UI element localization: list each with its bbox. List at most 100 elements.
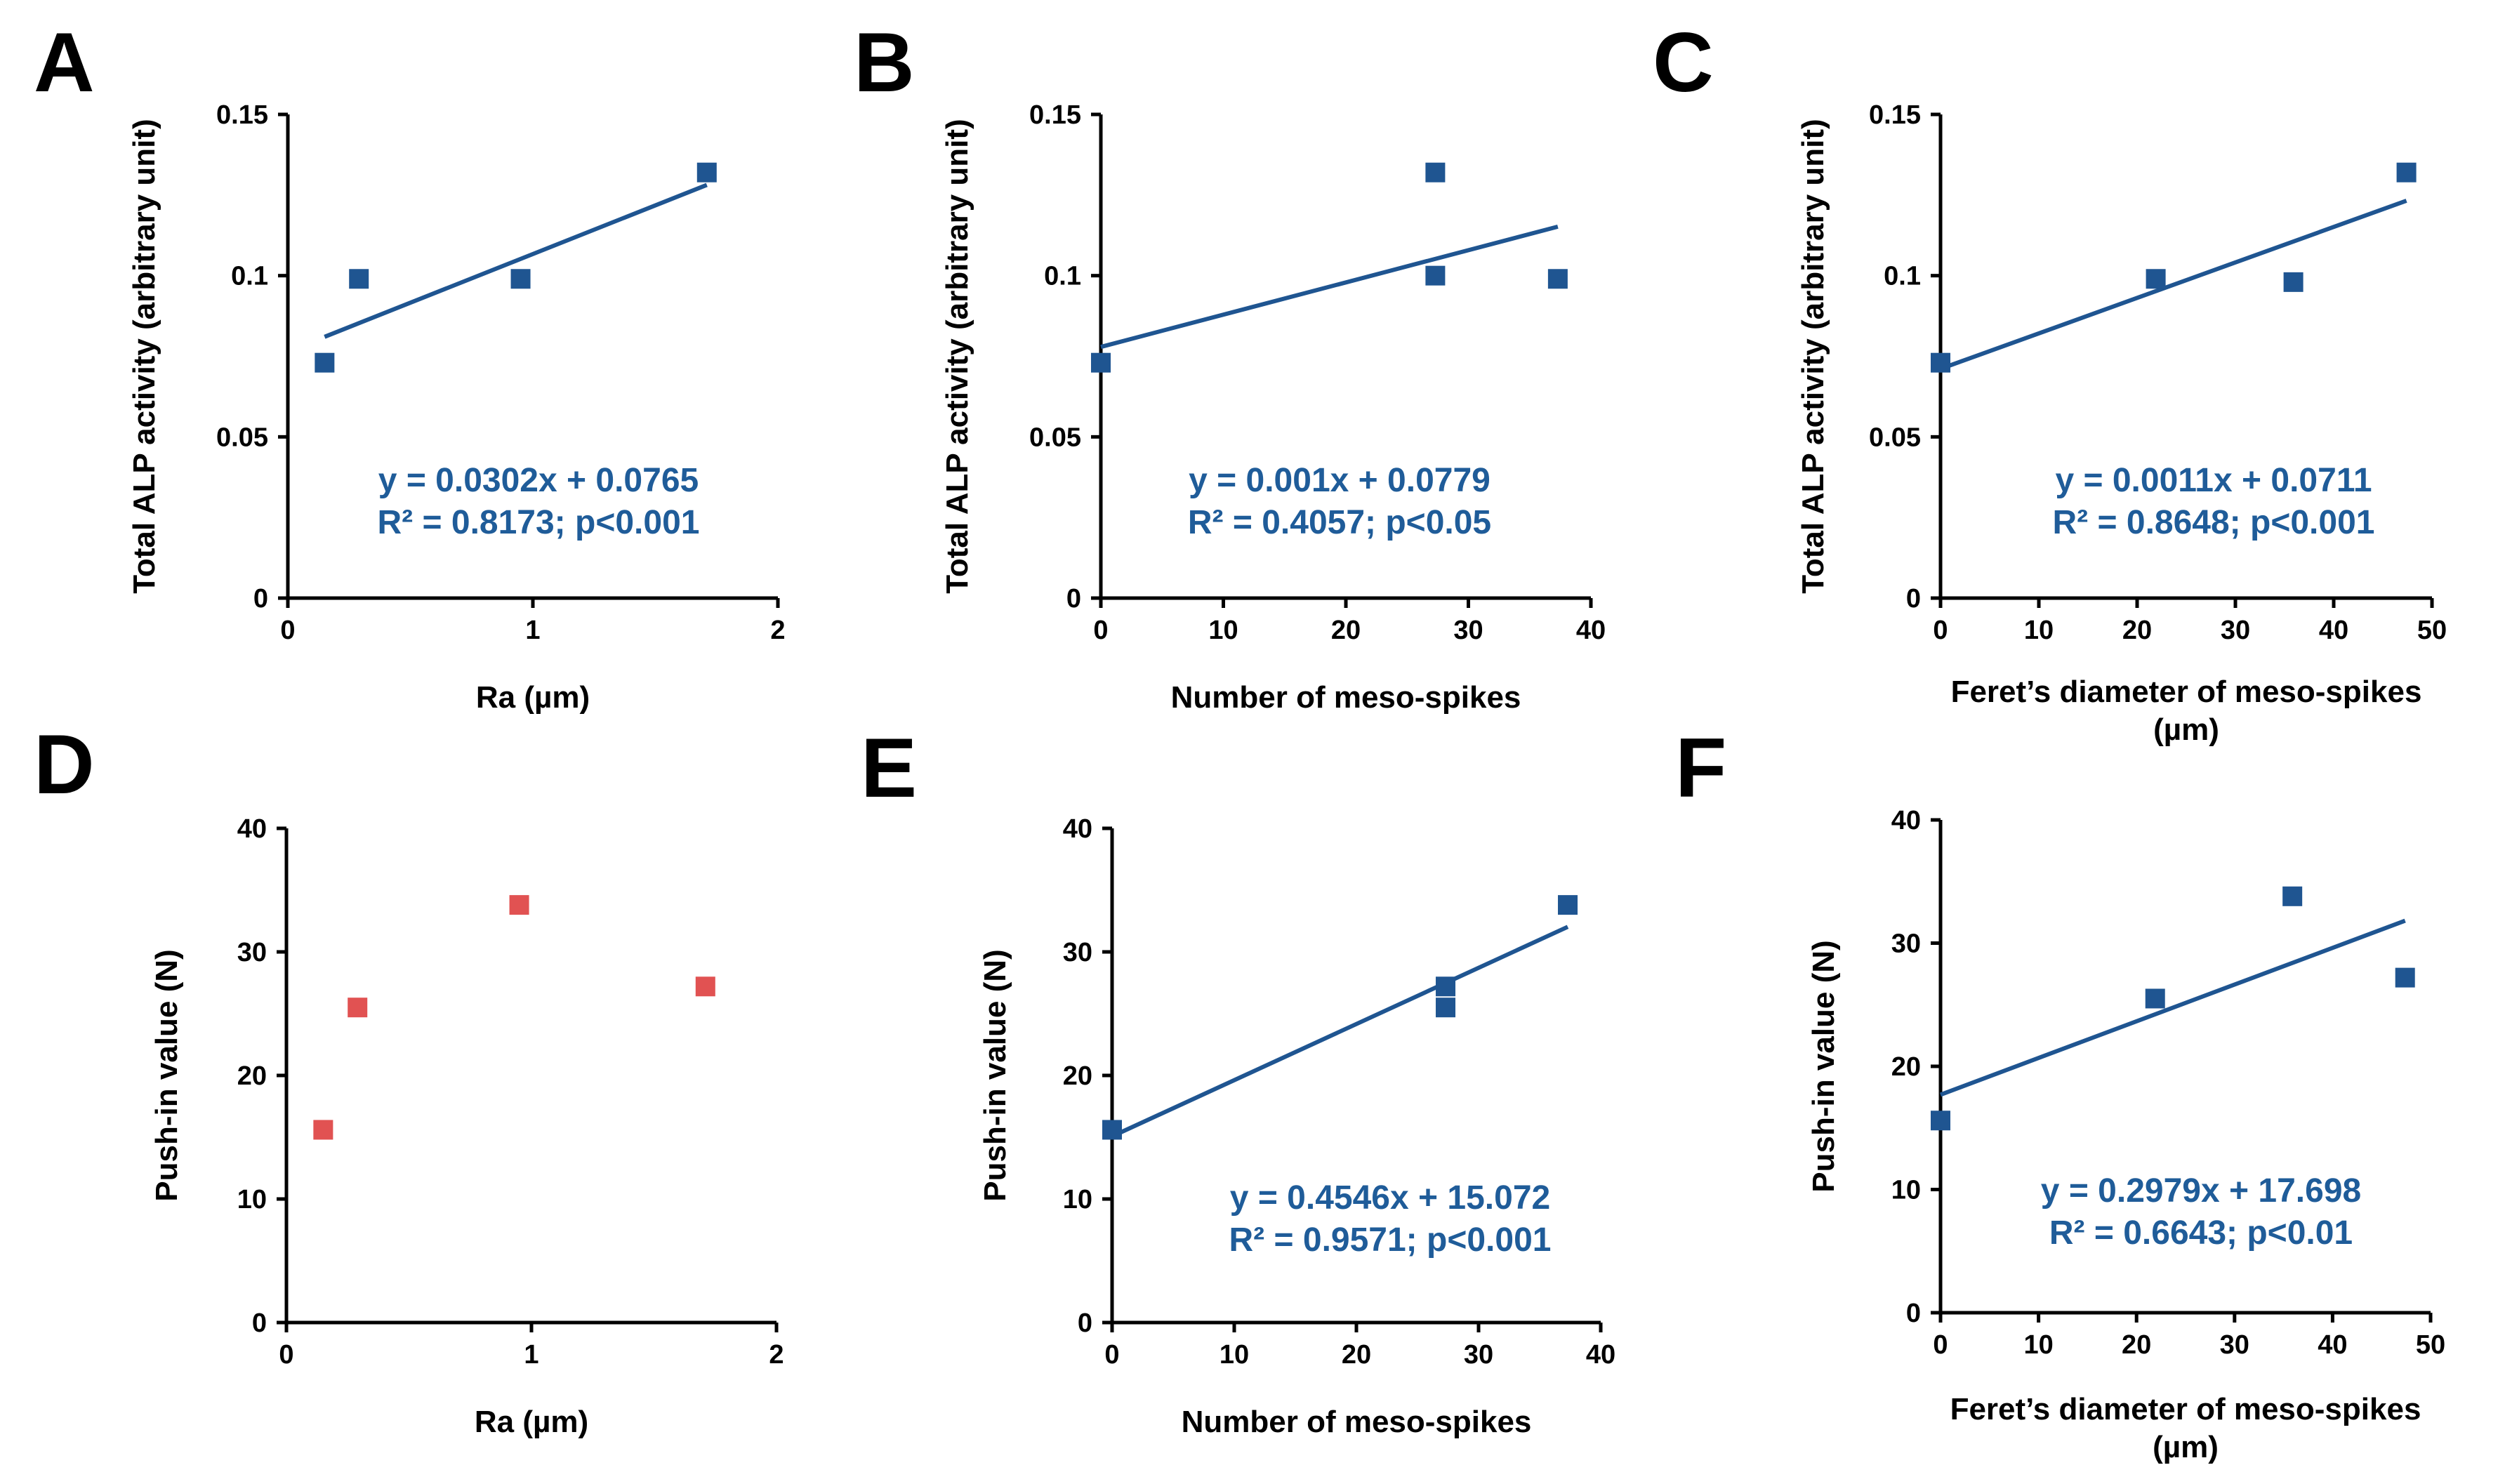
data-point xyxy=(1091,352,1111,373)
x-tick-label: 10 xyxy=(2024,616,2054,645)
x-tick-label: 30 xyxy=(1464,1340,1493,1370)
data-point xyxy=(2145,988,2165,1009)
y-tick-label: 30 xyxy=(1891,929,1921,959)
panel-letter: A xyxy=(34,15,95,110)
data-point xyxy=(1558,895,1578,915)
regression-equation: y = 0.4546x + 15.072 xyxy=(1230,1179,1550,1217)
x-tick-label: 0 xyxy=(279,1340,293,1370)
chart-panel-e: E 0 10 20 30 40 0 10 20 30 40 Number of meso-spikes… xyxy=(861,721,1615,1439)
x-tick-label: 40 xyxy=(2319,616,2348,645)
x-axis-title-line2: (µm) xyxy=(2153,713,2219,747)
chart-panel-c: C 0 0.05 0.1 0.15 0 10 20 30 40 50 Feret’s diameter… xyxy=(1653,15,2447,747)
trendline xyxy=(324,183,708,339)
y-tick-label: 10 xyxy=(237,1185,267,1214)
y-tick-label: 0.1 xyxy=(231,262,268,291)
x-tick-label: 2 xyxy=(770,616,785,645)
panel-letter: E xyxy=(861,721,917,815)
x-tick-label: 2 xyxy=(769,1340,784,1370)
data-point xyxy=(1436,976,1456,997)
data-point xyxy=(2282,886,2303,906)
data-point xyxy=(313,1120,333,1140)
x-tick-label: 30 xyxy=(2220,1330,2249,1360)
trendline xyxy=(1100,224,1559,350)
regression-equation: y = 0.0011x + 0.0711 xyxy=(2055,462,2372,499)
regression-statistics: R² = 0.8648; p<0.001 xyxy=(2053,504,2375,541)
data-point xyxy=(1547,269,1568,289)
x-axis-title: Ra (µm) xyxy=(475,1405,588,1439)
x-tick-label: 40 xyxy=(1586,1340,1615,1370)
data-point xyxy=(509,895,529,915)
x-tick-label: 1 xyxy=(525,616,540,645)
y-tick-label: 0 xyxy=(253,584,268,614)
regression-statistics: R² = 0.4057; p<0.05 xyxy=(1188,504,1491,541)
x-tick-label: 50 xyxy=(2417,616,2447,645)
x-tick-label: 40 xyxy=(2318,1330,2347,1360)
y-tick-label: 10 xyxy=(1063,1185,1092,1214)
regression-statistics: R² = 0.9571; p<0.001 xyxy=(1229,1221,1552,1259)
panel-letter: F xyxy=(1675,721,1726,815)
chart-panel-f: F 0 10 20 30 40 0 10 20 30 40 50 Feret’s diameter of… xyxy=(1675,721,2445,1464)
chart-panel-b: B 0 0.05 0.1 0.15 0 10 20 30 40 Number of meso-spi… xyxy=(854,15,1606,715)
data-point xyxy=(1436,998,1456,1018)
x-tick-label: 0 xyxy=(1933,1330,1948,1360)
regression-equation: y = 0.0302x + 0.0765 xyxy=(378,462,699,499)
y-tick-label: 0.15 xyxy=(1029,100,1081,130)
data-point xyxy=(1102,1120,1122,1140)
y-axis-title: Total ALP activity (arbitrary unit) xyxy=(127,119,161,593)
x-tick-label: 40 xyxy=(1576,616,1606,645)
y-tick-label: 20 xyxy=(237,1061,267,1091)
data-point xyxy=(1425,265,1446,286)
x-axis-title: Feret’s diameter of meso-spikes xyxy=(1950,1392,2421,1426)
y-tick-label: 20 xyxy=(1063,1061,1092,1091)
y-axis-title: Total ALP activity (arbitrary unit) xyxy=(1796,119,1830,593)
x-tick-label: 30 xyxy=(2221,616,2250,645)
x-axis-title: Number of meso-spikes xyxy=(1182,1405,1532,1439)
y-tick-label: 0 xyxy=(1906,584,1921,614)
x-tick-label: 20 xyxy=(1331,616,1361,645)
regression-statistics: R² = 0.6643; p<0.01 xyxy=(2049,1214,2353,1252)
x-tick-label: 0 xyxy=(280,616,295,645)
y-tick-label: 0.05 xyxy=(1029,423,1081,452)
x-tick-label: 50 xyxy=(2416,1330,2445,1360)
y-tick-label: 0.1 xyxy=(1884,262,1921,291)
y-tick-label: 0.1 xyxy=(1044,262,1081,291)
y-tick-label: 40 xyxy=(1063,814,1092,844)
trendline xyxy=(1939,199,2407,371)
data-point xyxy=(1931,1111,1950,1131)
y-tick-label: 10 xyxy=(1891,1176,1921,1205)
y-axis-title: Push-in value (N) xyxy=(150,949,184,1201)
y-axis-title: Total ALP activity (arbitrary unit) xyxy=(940,119,974,593)
panel-letter: C xyxy=(1653,15,1714,110)
regression-equation: y = 0.001x + 0.0779 xyxy=(1189,462,1491,499)
data-point xyxy=(696,162,717,183)
y-axis-title: Push-in value (N) xyxy=(1806,940,1841,1192)
x-axis-title: Number of meso-spikes xyxy=(1171,680,1521,715)
data-point xyxy=(695,976,715,997)
x-axis-title-line2: (µm) xyxy=(2153,1430,2219,1464)
trendline xyxy=(1111,925,1569,1139)
y-tick-label: 20 xyxy=(1891,1052,1921,1082)
x-tick-label: 10 xyxy=(1220,1340,1249,1370)
y-tick-label: 0.05 xyxy=(216,423,268,452)
data-point xyxy=(510,269,531,289)
data-point xyxy=(2283,272,2304,292)
y-tick-label: 30 xyxy=(237,938,267,967)
x-tick-label: 0 xyxy=(1933,616,1948,645)
x-tick-label: 20 xyxy=(1342,1340,1371,1370)
y-tick-label: 0.15 xyxy=(216,100,268,130)
x-tick-label: 0 xyxy=(1104,1340,1119,1370)
y-tick-label: 0 xyxy=(1078,1309,1092,1338)
data-point xyxy=(315,352,335,373)
regression-statistics: R² = 0.8173; p<0.001 xyxy=(378,504,700,541)
y-tick-label: 0.15 xyxy=(1869,100,1921,130)
x-tick-label: 10 xyxy=(1208,616,1238,645)
y-tick-label: 40 xyxy=(1891,806,1921,835)
y-tick-label: 0 xyxy=(252,1309,267,1338)
chart-panel-d: D 0 10 20 30 40 0 1 2 Ra (µm) Push-in value (N) xyxy=(34,717,784,1439)
y-tick-label: 0 xyxy=(1066,584,1081,614)
y-tick-label: 30 xyxy=(1063,938,1092,967)
chart-panel-a: A 0 0.05 0.1 0.15 0 1 2 Ra (µm) Total ALP activit… xyxy=(34,15,786,715)
y-tick-label: 0.05 xyxy=(1869,423,1921,452)
regression-equation: y = 0.2979x + 17.698 xyxy=(2041,1172,2361,1210)
